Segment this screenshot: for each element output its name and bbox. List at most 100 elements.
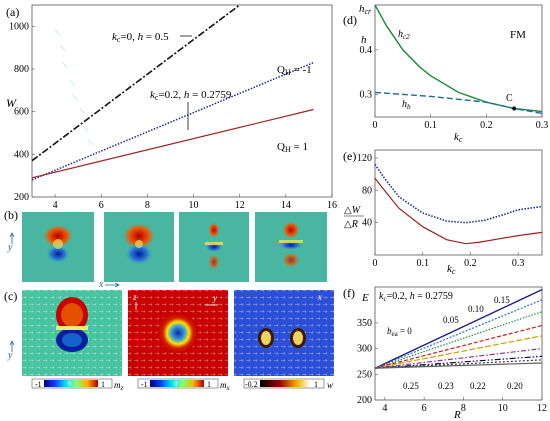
skyrmion-map-1 bbox=[22, 212, 94, 282]
mz-map bbox=[22, 290, 122, 376]
panel-d-curve-hc2: hc2 bbox=[398, 29, 410, 41]
panel-f-label-010: 0.10 bbox=[468, 304, 484, 314]
panel-f-xlabel: R bbox=[453, 409, 461, 421]
mx-map-y-axis: y bbox=[212, 293, 217, 303]
x-tick-label: 12 bbox=[235, 200, 245, 211]
panel-e-label: (e) bbox=[343, 149, 356, 163]
panel-d-label: (d) bbox=[343, 13, 357, 27]
y-tick-label: 200 bbox=[357, 395, 372, 406]
panel-c-yarrow-icon bbox=[9, 340, 15, 352]
mx-map-z-axis: z bbox=[132, 292, 137, 302]
x-tick-label: 0.1 bbox=[416, 258, 429, 269]
panel-a-annot-qh-pos: QH = 1 bbox=[277, 141, 308, 154]
panel-b-yarrow-icon bbox=[9, 232, 15, 244]
panel-c-label: (c) bbox=[4, 289, 17, 303]
panel-d-point-c: C bbox=[506, 93, 513, 104]
mx-colorbar-min: -1 bbox=[141, 380, 148, 389]
x-tick-label: 0.2 bbox=[464, 258, 477, 269]
x-tick-label: 6 bbox=[99, 200, 104, 211]
mx-colorbar-max: 1 bbox=[207, 380, 211, 389]
y-tick-label: 350 bbox=[357, 318, 372, 329]
panel-b-yarrow: y bbox=[7, 242, 13, 253]
y-tick-label: 0.4 bbox=[360, 45, 373, 56]
series-line-1 bbox=[374, 289, 543, 369]
skyrmion-map-4 bbox=[255, 212, 327, 282]
x-tick-label: 0.3 bbox=[512, 258, 525, 269]
series-line-9 bbox=[374, 362, 543, 369]
panel-b-xarrow-icon bbox=[105, 282, 120, 288]
series-line-1 bbox=[374, 4, 543, 113]
panel-f-label-015: 0.15 bbox=[494, 295, 510, 305]
mz-colorbar-label: mz bbox=[114, 380, 124, 392]
panel-a-ylabel: W bbox=[6, 96, 17, 110]
critical-point-c bbox=[512, 106, 517, 111]
panel-c: (c) y -1 0 1 mz z y bbox=[4, 289, 334, 392]
panel-d-ylabel-h: h bbox=[361, 34, 367, 46]
panel-e-frame bbox=[374, 149, 543, 256]
x-tick-label: 4 bbox=[382, 403, 387, 414]
background-artifacts bbox=[54, 29, 101, 165]
w-colorbar-label: w bbox=[327, 380, 333, 390]
series-line-2 bbox=[31, 61, 314, 181]
series-line-2 bbox=[374, 177, 543, 245]
panel-d: (d) FM hcr h kc 0.3 0.4 0 0.1 0.2 0.3 hc2 hb… bbox=[343, 3, 548, 144]
x-tick-label: 8 bbox=[461, 403, 466, 414]
y-tick-label: 1000 bbox=[9, 21, 29, 32]
panel-d-tag: FM bbox=[510, 29, 526, 41]
panel-f-label-023: 0.23 bbox=[438, 381, 454, 391]
panel-f-label: (f) bbox=[343, 286, 355, 300]
panel-d-xlabel: kc bbox=[454, 131, 463, 144]
panel-f-label-020: 0.20 bbox=[507, 381, 523, 391]
w-map: x bbox=[234, 290, 334, 376]
x-tick-label: 6 bbox=[422, 403, 427, 414]
panel-d-frame bbox=[374, 4, 543, 118]
mx-colorbar-mid: 0 bbox=[174, 380, 178, 388]
skyrmion-map-2 bbox=[104, 212, 174, 282]
series-line-5 bbox=[374, 335, 543, 369]
panel-f-title: kc=0.2, h = 0.2759 bbox=[379, 291, 453, 303]
mx-map: z y bbox=[128, 290, 228, 376]
panel-a-annot-kc0: kc=0, h = 0.5 bbox=[112, 31, 169, 44]
panel-c-yarrow: y bbox=[7, 350, 13, 361]
panel-f-frame bbox=[374, 286, 543, 401]
x-tick-label: 0.2 bbox=[480, 120, 493, 131]
x-tick-label: 0.1 bbox=[424, 120, 437, 131]
panel-f-label-bea0: bea = 0 bbox=[387, 326, 412, 338]
series-line-7 bbox=[374, 355, 543, 369]
x-tick-label: 16 bbox=[327, 200, 337, 211]
x-tick-label: 8 bbox=[145, 200, 150, 211]
x-tick-label: 4 bbox=[53, 200, 58, 211]
y-tick-label: 80 bbox=[362, 185, 372, 196]
series-line-2 bbox=[374, 91, 543, 115]
mz-colorbar: -1 0 1 mz bbox=[31, 378, 124, 392]
y-tick-label: 300 bbox=[357, 344, 372, 355]
panel-e: (e) △W △R kc 40 80 120 0 0.1 0.2 0.3 bbox=[343, 149, 543, 276]
mz-colorbar-min: -1 bbox=[35, 380, 42, 389]
y-tick-label: 600 bbox=[14, 107, 29, 118]
x-tick-label: 12 bbox=[537, 403, 547, 414]
panel-a-annot-kc02: kc=0.2, h = 0.2759 bbox=[150, 89, 232, 102]
series-line-3 bbox=[31, 108, 314, 179]
w-colorbar-max: 1 bbox=[314, 380, 318, 389]
mx-colorbar-label: mx bbox=[220, 380, 231, 392]
panel-b: (b) y x bbox=[4, 208, 327, 290]
series-line-6 bbox=[374, 348, 543, 369]
mx-colorbar: -1 0 1 mx bbox=[137, 378, 231, 392]
panel-f-label-005: 0.05 bbox=[443, 315, 459, 325]
x-tick-label: 14 bbox=[281, 200, 291, 211]
panel-f: (f) E R kc=0.2, h = 0.2759 200250300350 … bbox=[343, 286, 547, 421]
series-line-1 bbox=[374, 164, 543, 224]
series-line-4 bbox=[374, 324, 543, 369]
series-line-1 bbox=[31, 4, 241, 162]
panel-f-ylabel: E bbox=[361, 292, 369, 304]
skyrmion-map-3 bbox=[179, 212, 249, 282]
y-tick-label: 200 bbox=[14, 192, 29, 203]
y-tick-label: 800 bbox=[14, 64, 29, 75]
panel-e-ylabel-den: △R bbox=[344, 219, 358, 230]
panel-b-xarrow: x bbox=[98, 279, 104, 290]
panel-e-ylabel-num: △W bbox=[344, 205, 362, 216]
panel-b-label: (b) bbox=[4, 208, 18, 222]
w-colorbar-min: -0.2 bbox=[245, 380, 258, 389]
y-tick-label: 0.3 bbox=[360, 90, 373, 101]
